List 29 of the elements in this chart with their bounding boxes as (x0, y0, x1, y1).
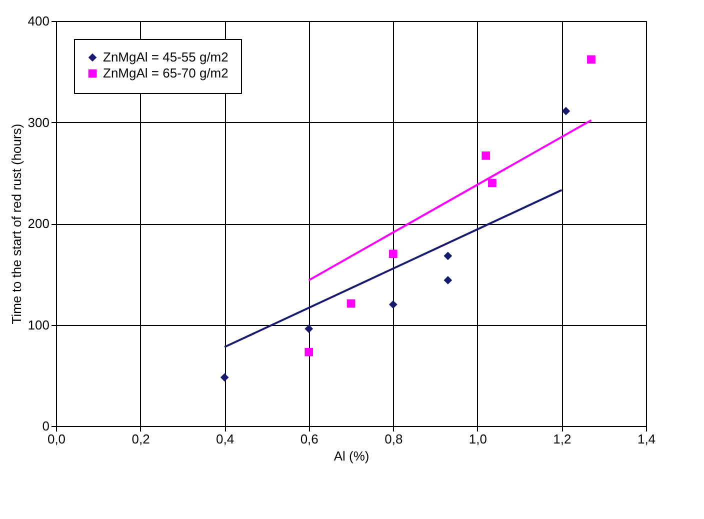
y-tick-label: 200 (28, 216, 50, 231)
x-tick-label: 0,0 (47, 432, 66, 446)
y-tick-label: 400 (28, 14, 50, 28)
point (562, 106, 570, 116)
point (304, 324, 314, 333)
x-tick-label: 1,4 (637, 432, 656, 446)
y-tick-label: 300 (28, 114, 50, 130)
x-tick-label: 0,2 (132, 432, 150, 446)
point (444, 252, 452, 260)
x-tick-label: 0,8 (384, 432, 403, 446)
point (482, 151, 490, 160)
y-axis-title: Time to the start of red rust (hours) (8, 124, 24, 324)
point (304, 348, 314, 356)
x-axis-title: Al (%) (334, 448, 370, 464)
point (346, 299, 356, 308)
x-tick-label: 0,6 (300, 432, 318, 446)
y-tick-label: 0 (42, 418, 50, 434)
y-tick-label: 100 (28, 317, 50, 332)
legend-label: ZnMgAl = 65-70 g/m2 (103, 66, 228, 80)
point (388, 300, 398, 309)
point (587, 55, 596, 64)
point (388, 250, 398, 258)
x-tick-label: 1,2 (553, 432, 572, 446)
point (488, 178, 496, 188)
legend-label: ZnMgAl = 45-55 g/m2 (103, 50, 228, 64)
point (220, 373, 229, 382)
x-tick-label: 0,4 (216, 432, 234, 446)
point (444, 276, 452, 284)
x-tick-label: 1,0 (468, 432, 487, 446)
